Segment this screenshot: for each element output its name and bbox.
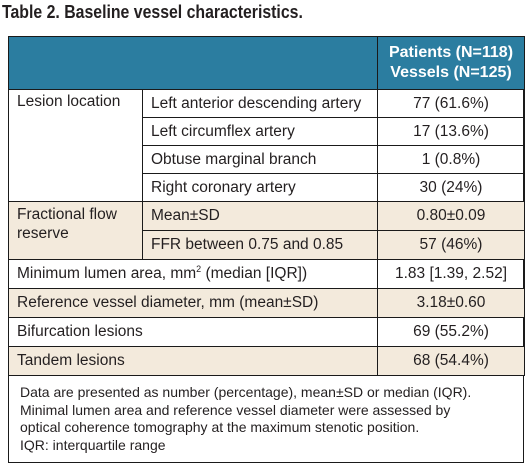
table-row: Fractional flow reserve Mean±SD 0.80±0.0… (8, 201, 525, 260)
row-value: 0.80±0.09 (377, 201, 525, 231)
table-row: Reference vessel diameter, mm (mean±SD) … (8, 288, 525, 318)
footnote-line: optical coherence tomography at the maxi… (20, 419, 420, 435)
ffr-label-line1: Fractional flow (17, 206, 117, 223)
tandem-label: Tandem lesions (8, 346, 378, 376)
table-row: Minimum lumen area, mm2 (median [IQR]) 1… (8, 259, 525, 289)
table-row: Tandem lesions 68 (54.4%) (8, 346, 525, 376)
table-row: Left circumflex artery 17 (13.6%) (9, 117, 525, 146)
bifurcation-label: Bifurcation lesions (8, 317, 378, 347)
row-value: 57 (46%) (377, 230, 525, 260)
footnote-line: IQR: interquartile range (20, 436, 166, 453)
header-row: Patients (N=118) Vessels (N=125) (8, 36, 525, 90)
table-row: Obtuse marginal branch 1 (0.8%) (9, 145, 525, 174)
mla-label-text: Minimum lumen area, mm (17, 265, 197, 282)
mla-label: Minimum lumen area, mm2 (median [IQR]) (8, 259, 378, 289)
footnote-line: Data are presented as number (percentage… (20, 384, 472, 400)
header-cell: Patients (N=118) Vessels (N=125) (377, 36, 525, 90)
row-value: 1 (0.8%) (377, 145, 525, 174)
header-vessels: Vessels (N=125) (390, 64, 512, 81)
row-value: 77 (61.6%) (377, 89, 525, 118)
row-value: 69 (55.2%) (377, 317, 525, 347)
mla-label-suffix: (median [IQR]) (201, 265, 308, 282)
row-label: FFR between 0.75 and 0.85 (142, 230, 378, 260)
row-label: Mean±SD (142, 201, 378, 231)
row-label: Left circumflex artery (142, 117, 378, 146)
table-footnote: Data are presented as number (percentage… (20, 384, 518, 454)
lesion-location-label: Lesion location (8, 89, 143, 202)
row-value: 30 (24%) (377, 173, 525, 202)
header-patients: Patients (N=118) (388, 44, 514, 61)
row-label: Obtuse marginal branch (142, 145, 378, 174)
footnote-line: Minimal lumen area and reference vessel … (20, 401, 451, 418)
header-blank-cell (8, 36, 378, 90)
ffr-label-line2: reserve (17, 225, 69, 242)
baseline-table: Patients (N=118) Vessels (N=125) Lesion … (8, 36, 525, 376)
ffr-label: Fractional flow reserve (8, 201, 143, 260)
rvd-label: Reference vessel diameter, mm (mean±SD) (8, 288, 378, 318)
row-value: 3.18±0.60 (377, 288, 525, 318)
table-row: Lesion location Left anterior descending… (8, 89, 525, 202)
table-row: Bifurcation lesions 69 (55.2%) (8, 317, 525, 347)
row-label: Left anterior descending artery (142, 89, 378, 118)
table-title: Table 2. Baseline vessel characteristics… (2, 2, 303, 22)
row-value: 17 (13.6%) (377, 117, 525, 146)
row-value: 68 (54.4%) (377, 346, 525, 376)
row-label: Right coronary artery (142, 173, 378, 202)
row-value: 1.83 [1.39, 2.52] (377, 259, 525, 289)
mla-label-superscript: 2 (196, 263, 202, 274)
